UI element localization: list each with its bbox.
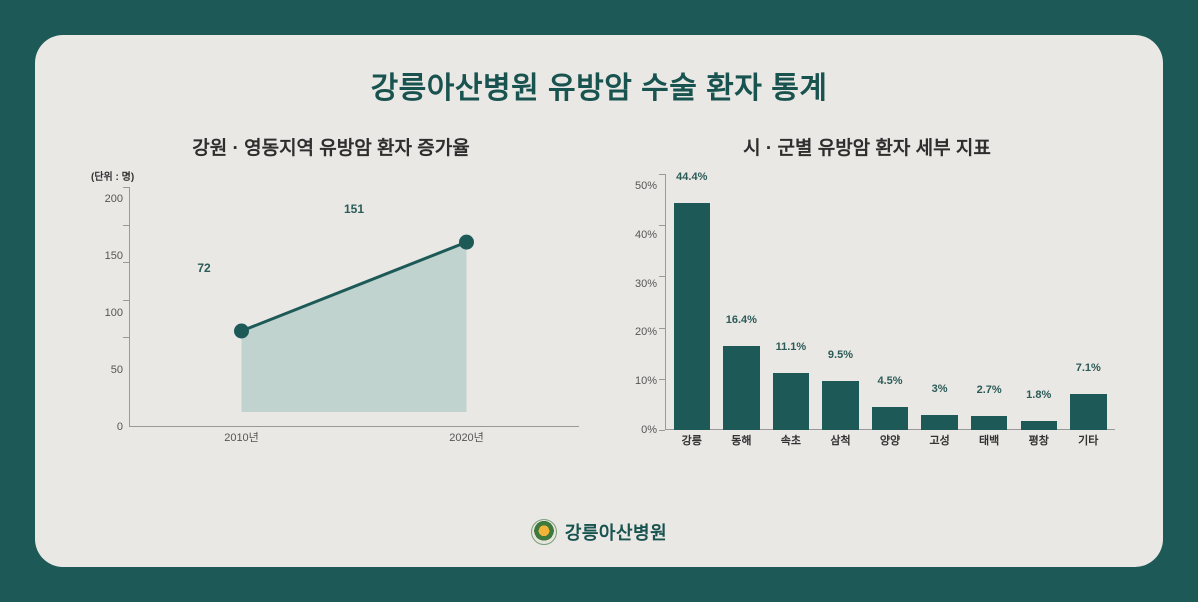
bar-ytick — [659, 379, 665, 380]
bar-slot: 16.4% — [719, 174, 765, 430]
bar-slot: 9.5% — [818, 174, 864, 430]
bar-value-label: 16.4% — [726, 314, 757, 330]
area-chart-panel: 강원 · 영동지역 유방암 환자 증가율 (단위 : 명) 200 150 100 5… — [83, 133, 579, 473]
bar — [1070, 394, 1106, 430]
bar-slot: 44.4% — [669, 174, 715, 430]
bar-subtitle: 시 · 군별 유방암 환자 세부 지표 — [619, 133, 1115, 160]
bar-ytick-label: 10% — [619, 375, 665, 387]
area-unit-label: (단위 : 명) — [91, 168, 579, 183]
area-ytick-label: 200 — [83, 193, 129, 205]
bar-value-label: 3% — [932, 383, 948, 399]
bar-ytick — [659, 328, 665, 329]
area-marker — [459, 235, 474, 250]
area-ytick — [123, 337, 129, 338]
bars-area: 44.4% 16.4% 11.1% 9.5% 4.5% 3% 2.7% 1.8% 7.1% — [665, 174, 1115, 430]
bar — [723, 346, 759, 430]
area-value-label: 72 — [197, 261, 210, 275]
area-ytick — [123, 187, 129, 188]
bar-chart-panel: 시 · 군별 유방암 환자 세부 지표 50%40%30%20%10%0% 44… — [619, 133, 1115, 473]
bar-slot: 11.1% — [768, 174, 814, 430]
bar — [773, 373, 809, 430]
bar-x-categories: 강릉동해속초삼척양양고성태백평창기타 — [665, 432, 1115, 450]
bar-value-label: 7.1% — [1076, 362, 1101, 378]
bar-x-label: 평창 — [1016, 432, 1062, 450]
bar — [921, 415, 957, 430]
footer-text: 강릉아산병원 — [565, 519, 667, 545]
bar-y-axis: 50%40%30%20%10%0% — [619, 174, 665, 430]
footer: 강릉아산병원 — [35, 519, 1163, 545]
bar-slot: 2.7% — [966, 174, 1012, 430]
bar-x-label: 기타 — [1066, 432, 1112, 450]
hospital-logo-icon — [531, 519, 557, 545]
bar-value-label: 44.4% — [676, 171, 707, 187]
bar-slot: 7.1% — [1066, 174, 1112, 430]
area-x-label: 2010년 — [129, 429, 354, 447]
area-ytick-label: 150 — [83, 250, 129, 262]
area-svg — [129, 187, 579, 412]
main-title: 강릉아산병원 유방암 수술 환자 통계 — [83, 63, 1115, 107]
area-ytick-label: 50 — [83, 364, 129, 376]
area-ytick — [123, 225, 129, 226]
charts-row: 강원 · 영동지역 유방암 환자 증가율 (단위 : 명) 200 150 100 5… — [83, 133, 1115, 473]
bar-x-label: 삼척 — [818, 432, 864, 450]
bar-ytick-label: 40% — [619, 229, 665, 241]
bar-x-label: 속초 — [768, 432, 814, 450]
bar — [1021, 421, 1057, 430]
bar-x-label: 고성 — [917, 432, 963, 450]
area-x-categories: 2010년2020년 — [129, 429, 579, 447]
bar-ytick-label: 30% — [619, 278, 665, 290]
bar-x-label: 태백 — [966, 432, 1012, 450]
area-ytick-label: 0 — [83, 421, 129, 433]
bar — [971, 416, 1007, 430]
area-ytick — [123, 300, 129, 301]
bar-x-label: 양양 — [867, 432, 913, 450]
bar-x-label: 동해 — [719, 432, 765, 450]
bar-ytick — [659, 430, 665, 431]
area-axis-x-line — [129, 426, 579, 427]
bar-ytick — [659, 276, 665, 277]
bar-slot: 1.8% — [1016, 174, 1062, 430]
bar-ytick — [659, 225, 665, 226]
area-fill — [242, 242, 467, 412]
bar-plot: 50%40%30%20%10%0% 44.4%16.4%11.1%9.5%4.5… — [619, 174, 1115, 450]
bar — [822, 381, 858, 430]
bar-value-label: 4.5% — [877, 375, 902, 391]
bar-ytick-label: 50% — [619, 180, 665, 192]
area-ytick-label: 100 — [83, 307, 129, 319]
area-x-label: 2020년 — [354, 429, 579, 447]
area-value-label: 151 — [344, 202, 364, 216]
area-subtitle: 강원 · 영동지역 유방암 환자 증가율 — [83, 133, 579, 160]
bar-value-label: 11.1% — [776, 341, 807, 357]
area-y-axis: 200150100500 — [83, 187, 129, 427]
bar-value-label: 9.5% — [828, 349, 853, 365]
bar-value-label: 1.8% — [1026, 389, 1051, 405]
bar-ytick — [659, 174, 665, 175]
bar-value-label: 2.7% — [977, 384, 1002, 400]
area-ytick — [123, 262, 129, 263]
area-plot: 200 150 100 50 0 2010년2020년 72 151 — [83, 187, 579, 447]
area-marker — [234, 324, 249, 339]
stats-card: 강릉아산병원 유방암 수술 환자 통계 강원 · 영동지역 유방암 환자 증가율… — [35, 35, 1163, 567]
bar — [872, 407, 908, 430]
bar-x-label: 강릉 — [669, 432, 715, 450]
bar — [674, 203, 710, 430]
bar-slot: 4.5% — [867, 174, 913, 430]
bar-slot: 3% — [917, 174, 963, 430]
